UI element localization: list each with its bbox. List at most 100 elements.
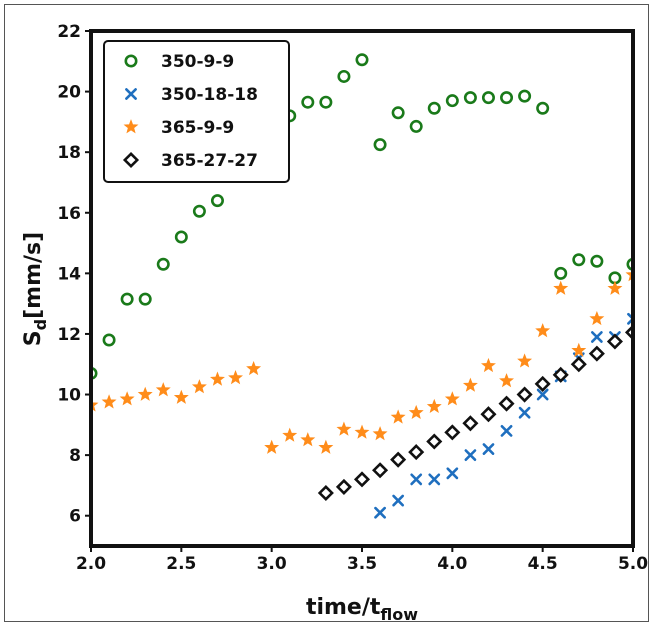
data-point [482, 443, 495, 455]
data-point [516, 386, 533, 403]
data-point [480, 406, 497, 423]
data-point [335, 478, 352, 495]
series-365-27-27 [317, 324, 633, 502]
data-point [408, 444, 425, 461]
data-point [536, 101, 550, 115]
y-tick-label: 12 [57, 325, 81, 345]
data-point [536, 388, 549, 401]
data-point [534, 375, 551, 392]
data-point [210, 194, 224, 208]
data-point [589, 310, 605, 326]
y-tick-label: 10 [57, 386, 81, 406]
data-point [446, 467, 459, 480]
data-point [246, 360, 262, 376]
data-point [426, 433, 443, 450]
data-point [428, 473, 441, 486]
data-point [463, 91, 477, 105]
data-point [300, 432, 316, 447]
data-point [192, 204, 206, 218]
data-point [518, 89, 532, 103]
data-point [462, 415, 479, 432]
legend-item: 365-9-9 [123, 118, 234, 138]
data-point [317, 484, 334, 502]
data-point [390, 451, 407, 468]
data-point [554, 266, 568, 280]
x-tick-label: 2.0 [76, 554, 106, 574]
y-axis-label: Sd[mm/s] [21, 232, 50, 346]
data-point [444, 424, 461, 441]
data-point [301, 95, 315, 109]
series-365-9-9 [91, 267, 633, 454]
data-point [462, 377, 478, 392]
data-point [427, 101, 441, 115]
marker-layer [91, 53, 633, 519]
data-point [571, 342, 587, 357]
y-tick-label: 16 [57, 204, 81, 224]
data-point [336, 421, 352, 436]
data-point [228, 370, 243, 385]
y-tick-label: 20 [57, 83, 81, 103]
x-tick-label: 3.0 [257, 554, 287, 574]
x-tick-label: 2.5 [166, 554, 196, 574]
data-point [553, 280, 569, 295]
legend-marker [123, 119, 139, 134]
data-point [282, 427, 298, 442]
tick-layer: 2.0 2.5 3.0 3.5 4.0 4.5 5.0 6 8 10 12 14 16 18 20 22 [57, 22, 648, 574]
data-point [590, 331, 603, 343]
data-point [173, 389, 189, 404]
data-point [410, 473, 423, 486]
data-point [588, 345, 605, 362]
legend-label: 350-18-18 [161, 85, 258, 105]
series-350-9-9 [91, 53, 633, 380]
x-axis-label-subscript: flow [380, 605, 418, 624]
legend-marker [122, 151, 140, 169]
data-point [590, 254, 604, 268]
data-point [191, 379, 207, 394]
legend-label: 365-9-9 [161, 118, 234, 138]
data-point [426, 398, 442, 413]
legend-item: 350-9-9 [124, 52, 234, 72]
data-point [372, 426, 388, 441]
y-tick-label: 18 [57, 143, 81, 163]
x-tick-label: 4.5 [528, 554, 558, 574]
data-point [627, 312, 633, 325]
data-point [353, 471, 371, 488]
data-point [517, 353, 533, 368]
data-point [552, 366, 569, 383]
data-point [155, 382, 171, 397]
data-point [409, 119, 423, 133]
data-point [137, 386, 153, 401]
data-point [535, 323, 551, 338]
legend-marker [125, 88, 137, 100]
legend-item: 350-18-18 [125, 85, 258, 105]
data-point [318, 439, 334, 454]
legend-label: 365-27-27 [161, 151, 258, 171]
legend-item: 365-27-27 [122, 151, 258, 171]
data-point [606, 333, 623, 350]
data-point [570, 356, 587, 373]
data-point [498, 395, 515, 412]
y-axis-label-subscript: d [31, 319, 50, 330]
x-tick-label: 5.0 [618, 554, 648, 574]
x-tick-label: 4.0 [437, 554, 467, 574]
data-point [101, 394, 117, 409]
data-point [464, 449, 477, 462]
data-point [354, 424, 370, 439]
x-axis-label-main: time/t [306, 595, 381, 620]
data-point [174, 230, 188, 244]
data-point [607, 280, 623, 295]
data-point [373, 138, 387, 152]
x-tick-label: 3.5 [347, 554, 377, 574]
data-point [500, 424, 513, 437]
legend-marker [124, 54, 138, 68]
y-tick-label: 14 [57, 264, 81, 284]
data-point [572, 253, 586, 267]
data-point [264, 439, 280, 454]
y-axis-label-main: S [21, 330, 46, 346]
data-point [355, 53, 369, 67]
data-point [120, 292, 134, 306]
data-point [372, 462, 389, 479]
data-point [444, 391, 460, 406]
data-point [392, 494, 405, 507]
y-axis-label-unit: [mm/s] [21, 232, 46, 319]
